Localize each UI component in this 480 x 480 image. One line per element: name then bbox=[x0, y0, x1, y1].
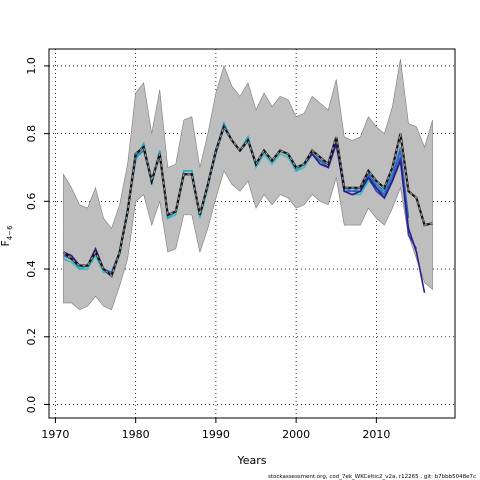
confidence-band-area bbox=[63, 59, 433, 311]
y-tick-label: 0.2 bbox=[25, 328, 38, 346]
series-lines bbox=[62, 121, 433, 293]
y-axis-title-group: F4−6 bbox=[0, 225, 14, 247]
axes: 1970 1980 1990 2000 2010 0.0 0.2 0.4 0.6 0.8 1.0 bbox=[25, 57, 390, 441]
footer-text: stockassessment.org, cod_7ek_WKCeltic2_v… bbox=[268, 474, 476, 480]
y-tick-label: 0.4 bbox=[25, 260, 38, 278]
x-tick-label: 1970 bbox=[41, 428, 69, 441]
confidence-band bbox=[63, 59, 433, 311]
y-tick-label: 0.8 bbox=[25, 125, 38, 143]
grid bbox=[49, 49, 455, 418]
x-tick-label: 1980 bbox=[122, 428, 150, 441]
x-axis-title: Years bbox=[236, 454, 266, 467]
y-axis-title-main: F bbox=[0, 240, 12, 246]
y-tick-label: 0.0 bbox=[25, 396, 38, 414]
y-tick-label: 0.6 bbox=[25, 193, 38, 211]
main-series-dashed-overlay bbox=[63, 125, 433, 277]
y-axis-title: F4−6 bbox=[0, 225, 14, 247]
plot-frame bbox=[48, 48, 456, 419]
x-tick-label: 1990 bbox=[202, 428, 230, 441]
y-axis-title-sub: 4−6 bbox=[6, 225, 14, 240]
x-tick-label: 2000 bbox=[282, 428, 310, 441]
x-tick-label: 2010 bbox=[362, 428, 390, 441]
y-tick-label: 1.0 bbox=[25, 57, 38, 75]
